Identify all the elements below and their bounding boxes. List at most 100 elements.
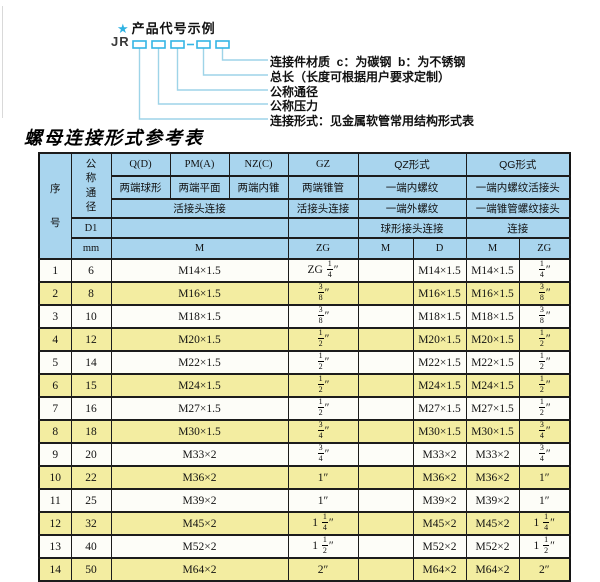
- cell-seq: 5: [38, 350, 72, 375]
- diagram-heading: ★ 产品代号示例: [117, 18, 216, 37]
- cell-qz-d: M39×2: [412, 488, 467, 513]
- cell-qz-m: [357, 488, 414, 513]
- cell-gz-zg: 3 8 ″: [287, 281, 359, 306]
- cell-m: M20×1.5: [110, 327, 289, 352]
- header-blank-left: [110, 217, 289, 239]
- cell-seq: 9: [38, 442, 72, 467]
- cell-dn: 32: [70, 511, 112, 536]
- cell-m: M27×1.5: [110, 396, 289, 421]
- cell-gz-zg: 1 2 ″: [287, 396, 359, 421]
- cell-qg-zg: 1″: [518, 488, 571, 513]
- cell-seq: 12: [38, 511, 72, 536]
- header-type-gz: GZ: [287, 152, 359, 177]
- cell-seq: 2: [38, 281, 72, 306]
- cell-qg-zg: 3 8 ″: [518, 281, 571, 306]
- cell-dn: 8: [70, 281, 112, 306]
- cell-gz-zg: 3 4 ″: [287, 419, 359, 444]
- cell-m: M33×2: [110, 442, 289, 467]
- cell-m: M30×1.5: [110, 419, 289, 444]
- cell-gz-zg: 1 2 ″: [287, 373, 359, 398]
- cell-qz-d: M14×1.5: [412, 258, 467, 283]
- cell-qg-m: M18×1.5: [465, 304, 520, 329]
- product-code-diagram: ★ 产品代号示例 JR 连接件材质 c：为碳钢 b：为不锈钢 总长（长度可根据用户…: [0, 0, 600, 135]
- header-type-q: Q(D): [110, 152, 171, 177]
- header-blank-gz: [287, 217, 359, 239]
- cell-seq: 10: [38, 465, 72, 490]
- header-connect: 连接: [465, 217, 571, 239]
- cell-m: M14×1.5: [110, 258, 289, 283]
- table-row: 8 18 M30×1.5 3 4 ″ M30×1.5 M30×1.5 3 4 ″: [38, 419, 571, 444]
- cell-qg-m: M30×1.5: [465, 419, 520, 444]
- cell-gz-zg: 1 1 4 ″: [287, 511, 359, 536]
- table-row: 10 22 M36×2 1″ M36×2 M36×2 1″: [38, 465, 571, 490]
- table-row: 12 32 M45×2 1 1 4 ″ M45×2 M45×2 1 1 4 ″: [38, 511, 571, 536]
- header-type-qz: QZ形式: [357, 152, 467, 177]
- table-title: 螺母连接形式参考表: [24, 128, 204, 149]
- callout-lines-graphic: [132, 40, 268, 120]
- cell-qz-m: [357, 373, 414, 398]
- cell-qg-m: M20×1.5: [465, 327, 520, 352]
- cell-qz-d: M20×1.5: [412, 327, 467, 352]
- table-row: 6 15 M24×1.5 1 2 ″ M24×1.5 M24×1.5 1 2 ″: [38, 373, 571, 398]
- header-desc-gz: 两端锥管: [287, 175, 359, 200]
- header-unit-qz-d: D: [412, 237, 467, 260]
- cell-seq: 13: [38, 534, 72, 559]
- cell-m: M22×1.5: [110, 350, 289, 375]
- cell-qz-d: M24×1.5: [412, 373, 467, 398]
- cell-qg-zg: 1 1 2 ″: [518, 534, 571, 559]
- cell-seq: 6: [38, 373, 72, 398]
- cell-m: M16×1.5: [110, 281, 289, 306]
- header-type-qg: QG形式: [465, 152, 571, 177]
- leader-line-material: [221, 48, 268, 61]
- cell-qg-zg: 1 4 ″: [518, 258, 571, 283]
- table-row: 2 8 M16×1.5 3 8 ″ M16×1.5 M16×1.5 3 8 ″: [38, 281, 571, 306]
- header-dn: 公 称 通 径: [70, 152, 112, 219]
- cell-gz-zg: 1 1 2 ″: [287, 534, 359, 559]
- header-unit-qg-zg: ZG: [518, 237, 571, 260]
- table-row: 4 12 M20×1.5 1 2 ″ M20×1.5 M20×1.5 1 2 ″: [38, 327, 571, 352]
- cell-qz-m: [357, 327, 414, 352]
- cell-qz-d: M33×2: [412, 442, 467, 467]
- cell-qz-d: M64×2: [412, 557, 467, 582]
- header-m-span: M: [110, 237, 289, 260]
- cell-qg-zg: 1 2 ″: [518, 373, 571, 398]
- cell-gz-zg: 1 2 ″: [287, 350, 359, 375]
- cell-qg-m: M52×2: [465, 534, 520, 559]
- cell-qz-d: M45×2: [412, 511, 467, 536]
- leader-line-pressure: [157, 48, 268, 105]
- header-unit-qg-m: M: [465, 237, 520, 260]
- cell-dn: 40: [70, 534, 112, 559]
- cell-qz-m: [357, 350, 414, 375]
- cell-m: M45×2: [110, 511, 289, 536]
- diagram-heading-text: 产品代号示例: [131, 21, 216, 36]
- header-union-left: 活接头连接: [110, 198, 289, 219]
- cell-qg-zg: 1″: [518, 465, 571, 490]
- cell-qz-m: [357, 442, 414, 467]
- callout-label-diameter: 公称通径: [270, 85, 319, 99]
- table-row: 9 20 M33×2 3 4 ″ M33×2 M33×2 3 4 ″: [38, 442, 571, 467]
- cell-dn: 16: [70, 396, 112, 421]
- header-desc-nz: 两端内锥: [228, 175, 289, 200]
- header-desc-qg2: 一端锥管螺纹接头: [465, 198, 571, 219]
- cell-gz-zg: 2″: [287, 557, 359, 582]
- cell-qz-m: [357, 419, 414, 444]
- cell-gz-zg: 1″: [287, 465, 359, 490]
- cell-qg-zg: 3 8 ″: [518, 304, 571, 329]
- cell-qg-m: M39×2: [465, 488, 520, 513]
- cell-gz-zg: ZG 1 4 ″: [287, 258, 359, 283]
- cell-qz-m: [357, 258, 414, 283]
- table-row: 5 14 M22×1.5 1 2 ″ M22×1.5 M22×1.5 1 2 ″: [38, 350, 571, 375]
- scan-edge-artifact: [2, 6, 3, 118]
- cell-qg-zg: 1 2 ″: [518, 396, 571, 421]
- cell-qg-m: M24×1.5: [465, 373, 520, 398]
- cell-dn: 15: [70, 373, 112, 398]
- header-unit-gz: ZG: [287, 237, 359, 260]
- cell-seq: 7: [38, 396, 72, 421]
- cell-qz-m: [357, 396, 414, 421]
- code-digit-box: [196, 40, 211, 49]
- callout-label-pressure: 公称压力: [270, 99, 319, 113]
- cell-gz-zg: 3 4 ″: [287, 442, 359, 467]
- table-row: 1 6 M14×1.5 ZG 1 4 ″ M14×1.5 M14×1.5 1 4 ″: [38, 258, 571, 283]
- cell-qg-m: M45×2: [465, 511, 520, 536]
